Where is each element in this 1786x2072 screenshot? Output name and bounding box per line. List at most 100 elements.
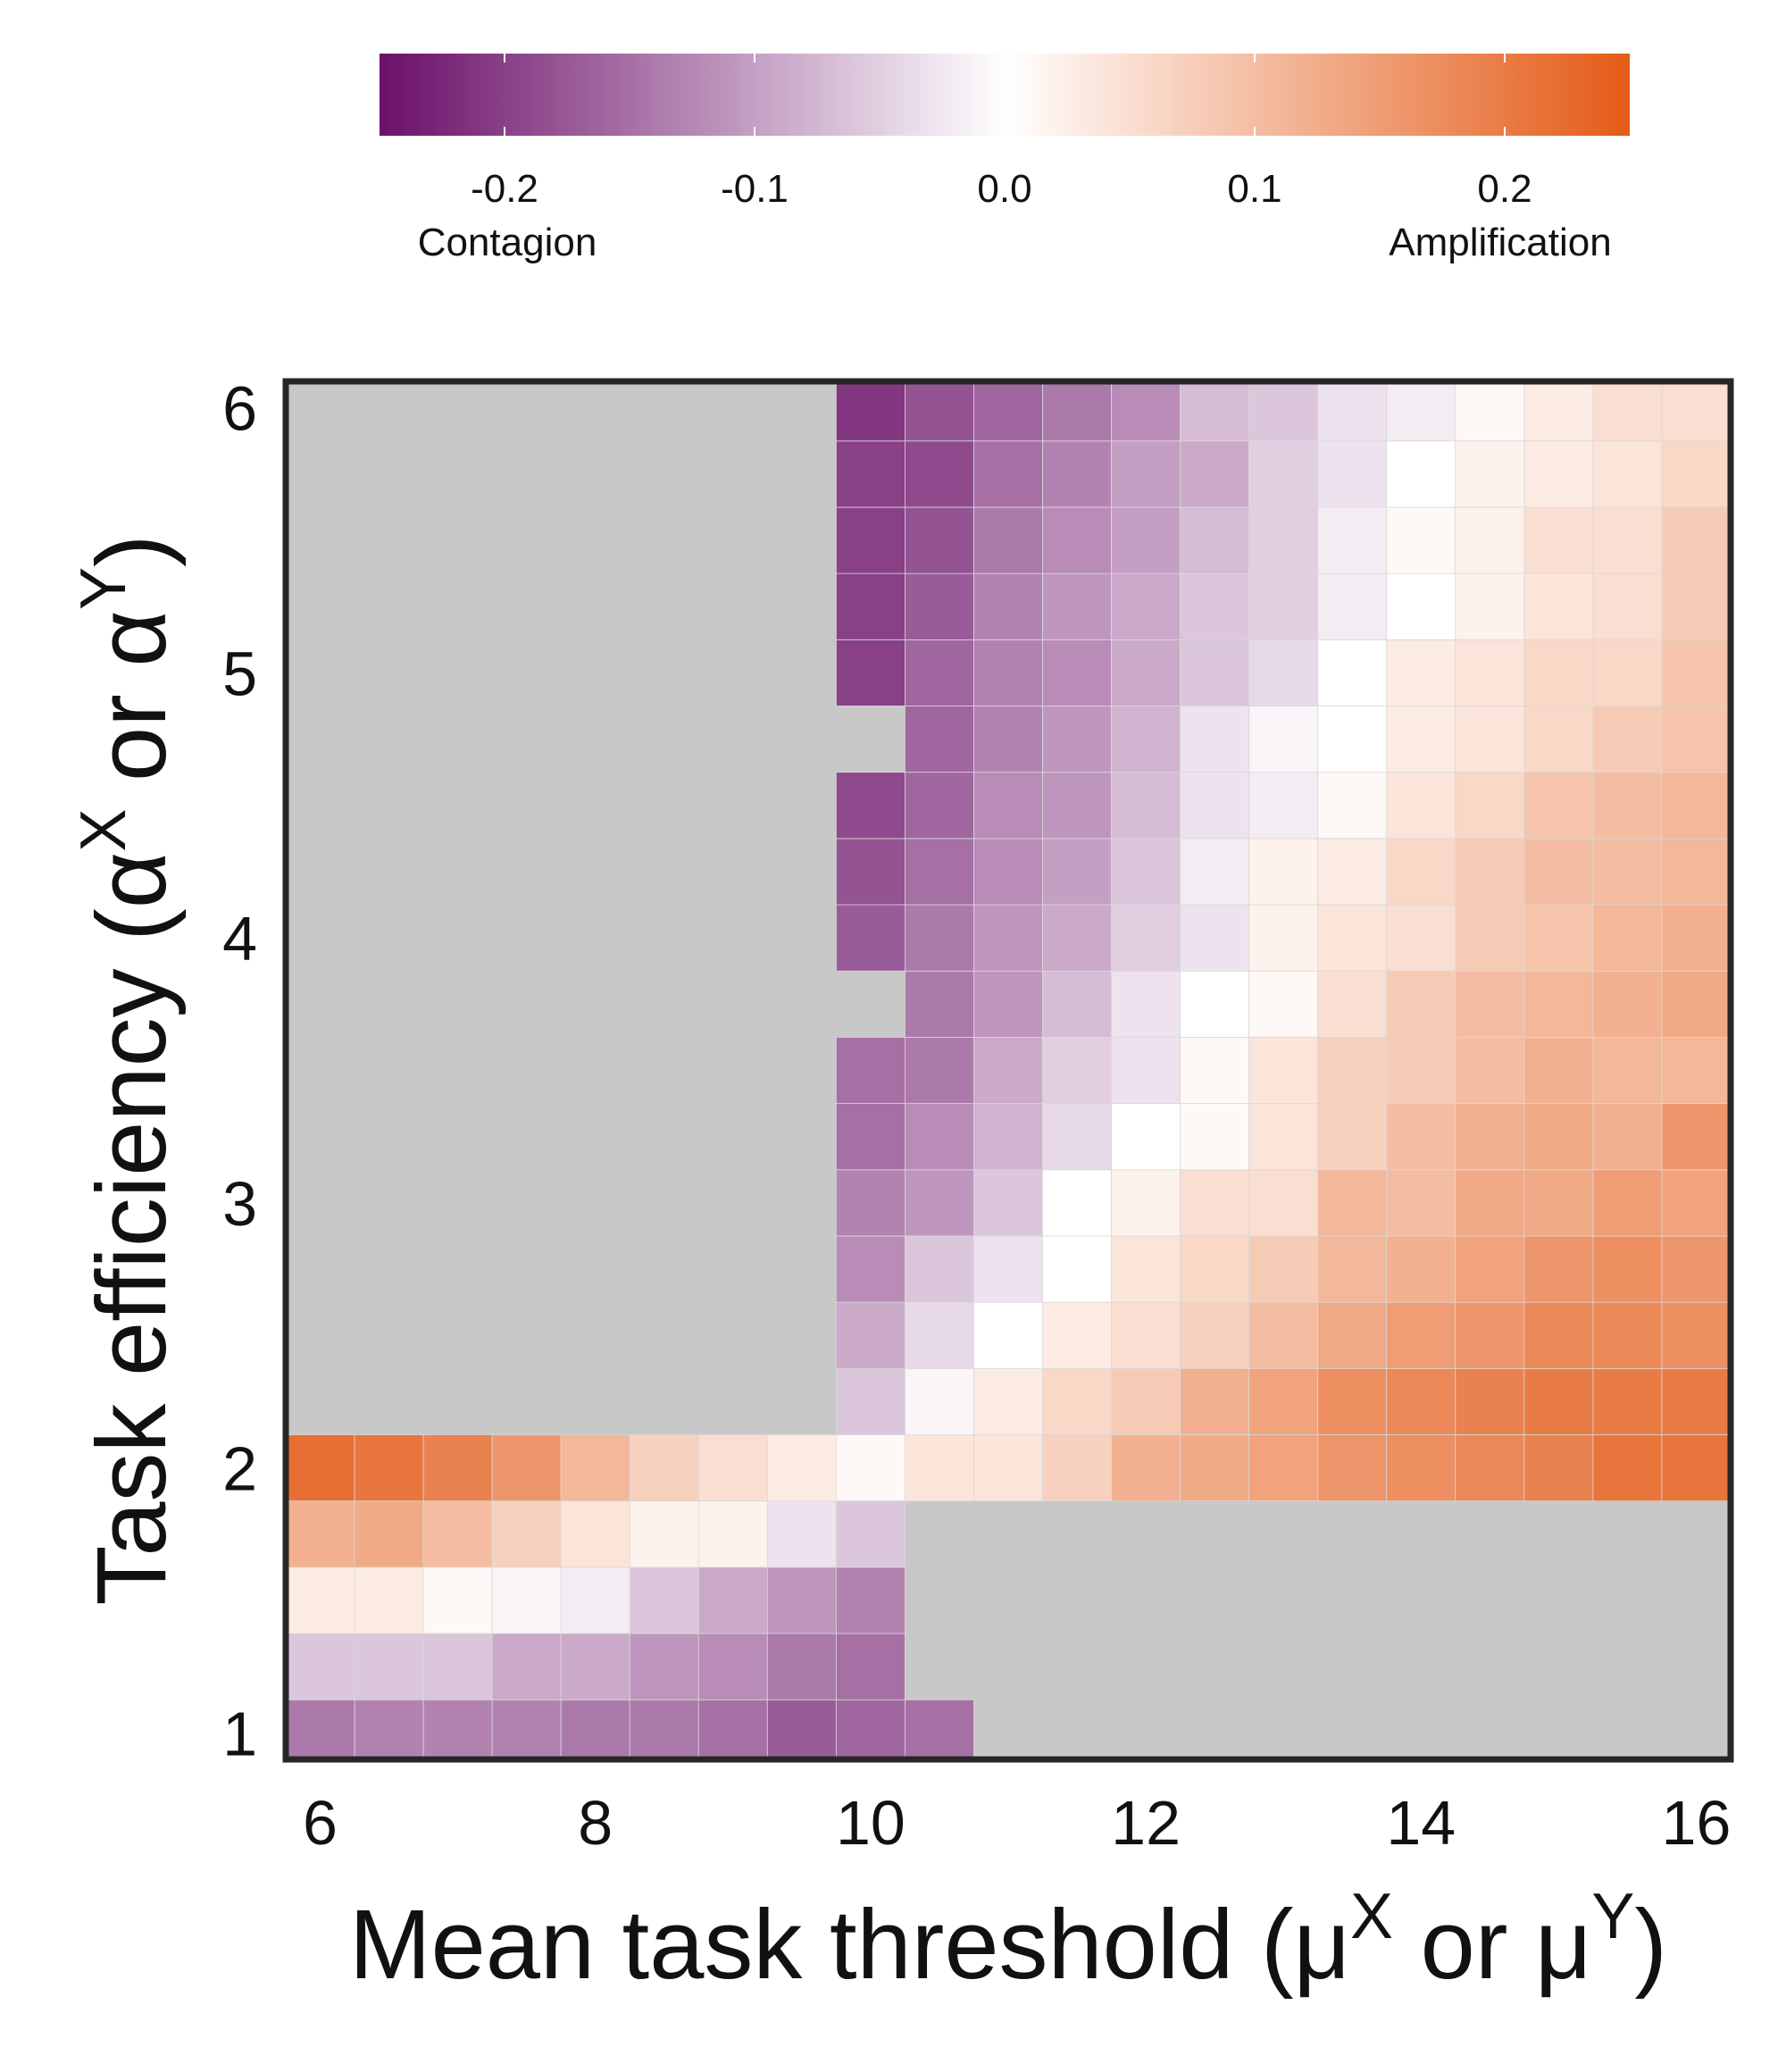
heatmap-cell bbox=[1661, 440, 1732, 508]
x-tick-label: 6 bbox=[303, 1788, 338, 1858]
heatmap-cell bbox=[1180, 1367, 1250, 1435]
heatmap-cell bbox=[1592, 1103, 1663, 1171]
heatmap-cell bbox=[1317, 440, 1388, 508]
heatmap-cell bbox=[1455, 1037, 1525, 1104]
heatmap-cell bbox=[1592, 970, 1663, 1038]
heatmap-cell bbox=[1386, 838, 1456, 906]
heatmap-cell bbox=[1042, 1169, 1112, 1237]
heatmap-cell bbox=[1042, 1037, 1112, 1104]
heatmap-cell bbox=[1248, 838, 1319, 906]
heatmap-cell bbox=[1317, 506, 1388, 574]
heatmap-cell bbox=[1248, 970, 1319, 1038]
heatmap-cell bbox=[1042, 1235, 1112, 1303]
heatmap-cell bbox=[1317, 639, 1388, 706]
heatmap-cell bbox=[973, 838, 1043, 906]
heatmap-cell bbox=[835, 772, 906, 840]
heatmap-cell bbox=[1248, 440, 1319, 508]
y-tick-label: 5 bbox=[222, 639, 257, 708]
heatmap-cell bbox=[1248, 706, 1319, 773]
heatmap-cell bbox=[766, 1633, 837, 1700]
heatmap-cell bbox=[1180, 1235, 1250, 1303]
heatmap-cell bbox=[905, 904, 974, 972]
heatmap-cell bbox=[1592, 639, 1663, 706]
plot-area bbox=[282, 378, 1734, 1763]
heatmap-cell bbox=[1317, 572, 1388, 640]
heatmap-cell bbox=[973, 1169, 1043, 1237]
heatmap-cell bbox=[1455, 1169, 1525, 1237]
y-axis-title: Task efficiency (αX or αY) bbox=[68, 534, 187, 1605]
heatmap-cell bbox=[1523, 440, 1594, 508]
heatmap-cell bbox=[1592, 838, 1663, 906]
heatmap-cell bbox=[1455, 970, 1525, 1038]
heatmap-cell bbox=[1180, 904, 1250, 972]
heatmap-cell bbox=[905, 572, 974, 640]
heatmap-cell bbox=[1248, 1301, 1319, 1369]
heatmap-cell bbox=[1248, 639, 1319, 706]
y-tick-label: 6 bbox=[222, 374, 257, 444]
heatmap-cell bbox=[491, 1699, 562, 1760]
y-tick-label: 4 bbox=[222, 904, 257, 973]
heatmap-cell bbox=[1386, 1235, 1456, 1303]
heatmap-cell bbox=[1661, 1103, 1732, 1171]
heatmap-cell bbox=[354, 1567, 424, 1634]
heatmap-cell bbox=[973, 772, 1043, 840]
heatmap-cell bbox=[1455, 639, 1525, 706]
heatmap-cell bbox=[1523, 772, 1594, 840]
colorbar-tick-label: 0.1 bbox=[1227, 167, 1281, 211]
heatmap-cell bbox=[766, 1434, 837, 1502]
heatmap-cell bbox=[835, 639, 906, 706]
heatmap-cell bbox=[1455, 506, 1525, 574]
heatmap-cell bbox=[1248, 772, 1319, 840]
heatmap-cell bbox=[1386, 1434, 1456, 1502]
heatmap-cell bbox=[905, 706, 974, 773]
heatmap-cell bbox=[905, 838, 974, 906]
x-tick-label: 14 bbox=[1386, 1788, 1456, 1858]
heatmap-cell bbox=[973, 1235, 1043, 1303]
heatmap-cell bbox=[1111, 838, 1181, 906]
heatmap-cell bbox=[422, 1699, 493, 1760]
heatmap-cell bbox=[1592, 1169, 1663, 1237]
heatmap-cell bbox=[1180, 1037, 1250, 1104]
heatmap-cell bbox=[1661, 1037, 1732, 1104]
heatmap-cell bbox=[905, 1434, 974, 1502]
heatmap-cell bbox=[697, 1434, 768, 1502]
heatmap-cell bbox=[1523, 970, 1594, 1038]
heatmap-cell bbox=[835, 1567, 906, 1634]
heatmap-cell bbox=[1523, 380, 1594, 442]
heatmap-cell bbox=[1180, 380, 1250, 442]
heatmap-cell bbox=[973, 1103, 1043, 1171]
heatmap-cell bbox=[1111, 1235, 1181, 1303]
heatmap-cell bbox=[1455, 706, 1525, 773]
heatmap-cell bbox=[1523, 1434, 1594, 1502]
heatmap-cell bbox=[1523, 1169, 1594, 1237]
heatmap-cell bbox=[1661, 904, 1732, 972]
heatmap-cell bbox=[1455, 772, 1525, 840]
heatmap-cell bbox=[1111, 1103, 1181, 1171]
heatmap-cell bbox=[1317, 772, 1388, 840]
heatmap-cell bbox=[1661, 380, 1732, 442]
colorbar: -0.2 -0.1 0.0 0.1 0.2 Contagion Amplificatio… bbox=[380, 54, 1630, 264]
heatmap-cell bbox=[905, 1367, 974, 1435]
heatmap-cell bbox=[835, 1699, 906, 1760]
heatmap-cell bbox=[1111, 1434, 1181, 1502]
heatmap-cell bbox=[1180, 970, 1250, 1038]
heatmap-cell bbox=[491, 1434, 562, 1502]
heatmap-cell bbox=[1661, 506, 1732, 574]
heatmap-cell bbox=[1523, 1103, 1594, 1171]
heatmap-cell bbox=[1248, 1037, 1319, 1104]
heatmap-cell bbox=[1248, 1103, 1319, 1171]
heatmap-cell bbox=[354, 1500, 424, 1568]
heatmap-cell bbox=[973, 904, 1043, 972]
heatmap-cell bbox=[973, 380, 1043, 442]
heatmap-cell bbox=[905, 1699, 974, 1760]
heatmap-cell bbox=[835, 1037, 906, 1104]
heatmap-cell bbox=[905, 639, 974, 706]
heatmap-cell bbox=[835, 1500, 906, 1568]
heatmap-cell bbox=[835, 380, 906, 442]
heatmap-cell bbox=[1111, 1169, 1181, 1237]
heatmap-cell bbox=[1248, 506, 1319, 574]
heatmap-cell bbox=[1661, 1301, 1732, 1369]
heatmap-cell bbox=[1111, 1301, 1181, 1369]
heatmap-cell bbox=[697, 1500, 768, 1568]
heatmap-cell bbox=[1386, 1301, 1456, 1369]
